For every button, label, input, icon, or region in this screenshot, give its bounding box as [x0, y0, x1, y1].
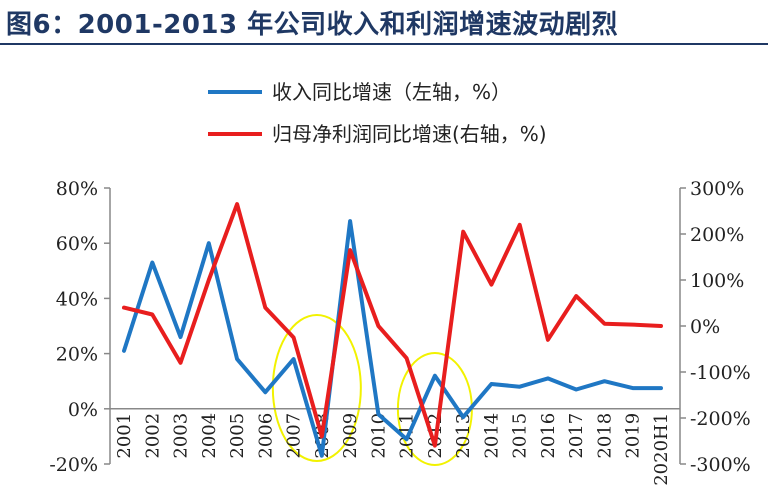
page-title: 图6：2001-2013 年公司收入和利润增速波动剧烈: [6, 10, 619, 40]
y-left-tick-label: 60%: [56, 233, 98, 255]
y-right-tick-label: -200%: [690, 408, 751, 430]
series-line-2: [122, 202, 663, 448]
y-left-tick-label: 40%: [56, 288, 98, 310]
legend-label-2: 归母净利润同比增速(右轴，%): [272, 122, 547, 146]
x-tick-label: 2020H1: [651, 413, 672, 486]
y-right-tick-label: 300%: [690, 178, 744, 200]
x-tick-label: 2004: [199, 413, 220, 459]
x-tick-label: 2007: [284, 413, 305, 459]
y-left-tick-label: -20%: [49, 454, 98, 476]
highlight-ellipse-2008: [271, 314, 362, 462]
x-tick-label: 2003: [171, 413, 192, 459]
y-right-tick-label: -300%: [690, 454, 751, 476]
chart-series: [122, 202, 663, 458]
y-right-tick-label: 200%: [690, 224, 744, 246]
legend-label-1: 收入同比增速（左轴，%）: [272, 80, 511, 104]
y-left-tick-label: 80%: [56, 178, 98, 200]
x-tick-label: 2015: [510, 413, 531, 459]
x-tick-label: 2010: [368, 413, 389, 459]
x-tick-label: 2014: [481, 413, 502, 459]
x-tick-label: 2016: [538, 413, 559, 459]
x-tick-label: 2001: [114, 413, 135, 459]
y-right-tick-label: 100%: [690, 270, 744, 292]
x-tick-label: 2002: [142, 413, 163, 459]
x-tick-label: 2005: [227, 413, 248, 459]
y-right-tick-label: 0%: [690, 316, 720, 338]
x-tick-label: 2009: [340, 413, 361, 459]
x-tick-label: 2019: [623, 413, 644, 459]
x-tick-label: 2018: [594, 413, 615, 459]
y-left-tick-label: 20%: [56, 344, 98, 366]
x-tick-label: 2017: [566, 413, 587, 459]
chart-legend: 收入同比增速（左轴，%） 归母净利润同比增速(右轴，%): [208, 80, 547, 146]
title-divider: [0, 43, 768, 45]
y-right-tick-label: -100%: [690, 362, 751, 384]
x-tick-label: 2013: [453, 413, 474, 459]
chart-axes: -20% 0% 20% 40% 60% 80% -300% -200% -100% 0% 100% 2…: [49, 178, 750, 486]
y-left-tick-label: 0%: [68, 399, 98, 421]
x-tick-label: 2006: [255, 413, 276, 459]
